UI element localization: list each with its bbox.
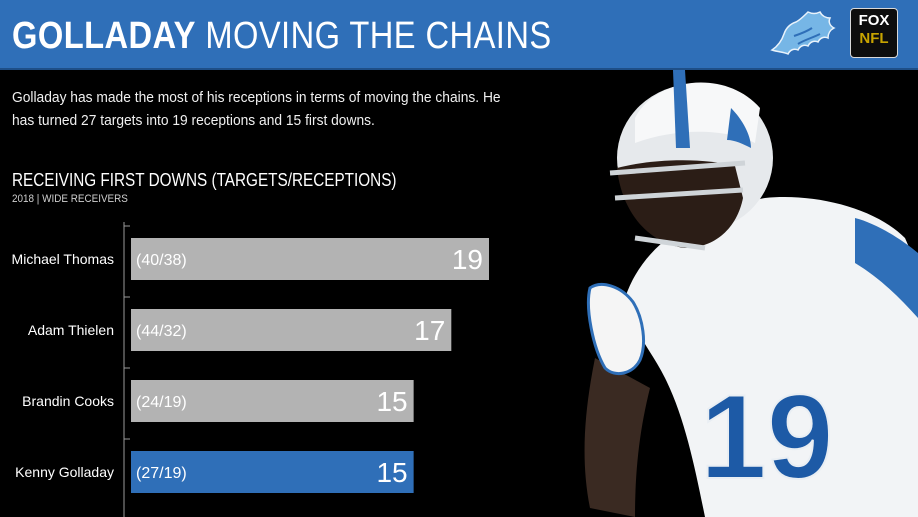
category-label: Brandin Cooks bbox=[22, 393, 114, 409]
bar-value-label: 19 bbox=[452, 244, 483, 275]
bar-value-label: 15 bbox=[376, 457, 407, 488]
logo-line-2: NFL bbox=[859, 30, 889, 47]
bar bbox=[131, 451, 414, 493]
chart-subtitle: 2018 | WIDE RECEIVERS bbox=[12, 193, 128, 205]
header-bar bbox=[0, 0, 918, 68]
jersey-number: 19 bbox=[700, 370, 833, 504]
category-label: Kenny Golladay bbox=[15, 464, 114, 480]
bar bbox=[131, 238, 489, 280]
bar bbox=[131, 380, 414, 422]
logo-line-1: FOX bbox=[858, 12, 890, 29]
bar-targets-receptions-label: (24/19) bbox=[136, 394, 187, 411]
player-photo: 19 bbox=[584, 70, 918, 517]
bar-targets-receptions-label: (44/32) bbox=[136, 323, 187, 340]
bar-value-label: 15 bbox=[376, 386, 407, 417]
description-text: Golladay has made the most of his recept… bbox=[12, 89, 501, 129]
chart-title: RECEIVING FIRST DOWNS (TARGETS/RECEPTION… bbox=[12, 170, 397, 190]
category-label: Adam Thielen bbox=[28, 322, 114, 338]
category-label: Michael Thomas bbox=[12, 251, 114, 267]
bar-targets-receptions-label: (40/38) bbox=[136, 252, 187, 269]
fox-nfl-logo: FOX NFL bbox=[850, 8, 898, 58]
bar bbox=[131, 309, 452, 351]
title-bold: GOLLADAY bbox=[12, 15, 196, 57]
title-rest: MOVING THE CHAINS bbox=[205, 15, 552, 57]
header-divider bbox=[0, 68, 918, 70]
bar-value-label: 17 bbox=[414, 315, 445, 346]
page-title: GOLLADAY MOVING THE CHAINS bbox=[12, 14, 552, 58]
lions-logo-icon bbox=[770, 10, 836, 56]
bar-chart: Michael Thomas (40/38) 19 Adam Thielen (44/3… bbox=[12, 222, 489, 517]
bar-targets-receptions-label: (27/19) bbox=[136, 465, 187, 482]
